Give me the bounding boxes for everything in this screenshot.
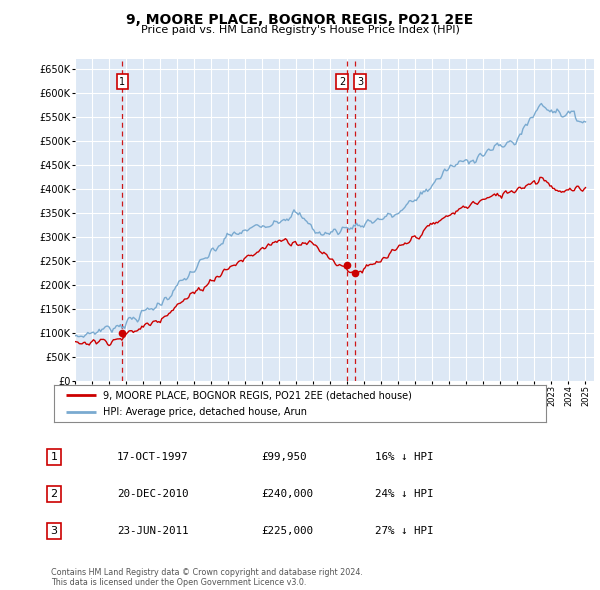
Text: £225,000: £225,000	[261, 526, 313, 536]
Text: 20-DEC-2010: 20-DEC-2010	[117, 489, 188, 499]
Text: HPI: Average price, detached house, Arun: HPI: Average price, detached house, Arun	[103, 407, 307, 417]
Text: 2: 2	[50, 489, 58, 499]
Text: 9, MOORE PLACE, BOGNOR REGIS, PO21 2EE (detached house): 9, MOORE PLACE, BOGNOR REGIS, PO21 2EE (…	[103, 390, 412, 400]
Text: 3: 3	[50, 526, 58, 536]
Text: 24% ↓ HPI: 24% ↓ HPI	[375, 489, 433, 499]
Text: 27% ↓ HPI: 27% ↓ HPI	[375, 526, 433, 536]
Text: 17-OCT-1997: 17-OCT-1997	[117, 453, 188, 462]
Text: 1: 1	[50, 453, 58, 462]
Text: £240,000: £240,000	[261, 489, 313, 499]
Text: 2: 2	[339, 77, 345, 87]
Text: 16% ↓ HPI: 16% ↓ HPI	[375, 453, 433, 462]
Text: Contains HM Land Registry data © Crown copyright and database right 2024.
This d: Contains HM Land Registry data © Crown c…	[51, 568, 363, 587]
Text: £99,950: £99,950	[261, 453, 307, 462]
Text: Price paid vs. HM Land Registry's House Price Index (HPI): Price paid vs. HM Land Registry's House …	[140, 25, 460, 35]
Text: 23-JUN-2011: 23-JUN-2011	[117, 526, 188, 536]
Text: 3: 3	[357, 77, 363, 87]
Text: 9, MOORE PLACE, BOGNOR REGIS, PO21 2EE: 9, MOORE PLACE, BOGNOR REGIS, PO21 2EE	[127, 13, 473, 27]
Text: 1: 1	[119, 77, 125, 87]
